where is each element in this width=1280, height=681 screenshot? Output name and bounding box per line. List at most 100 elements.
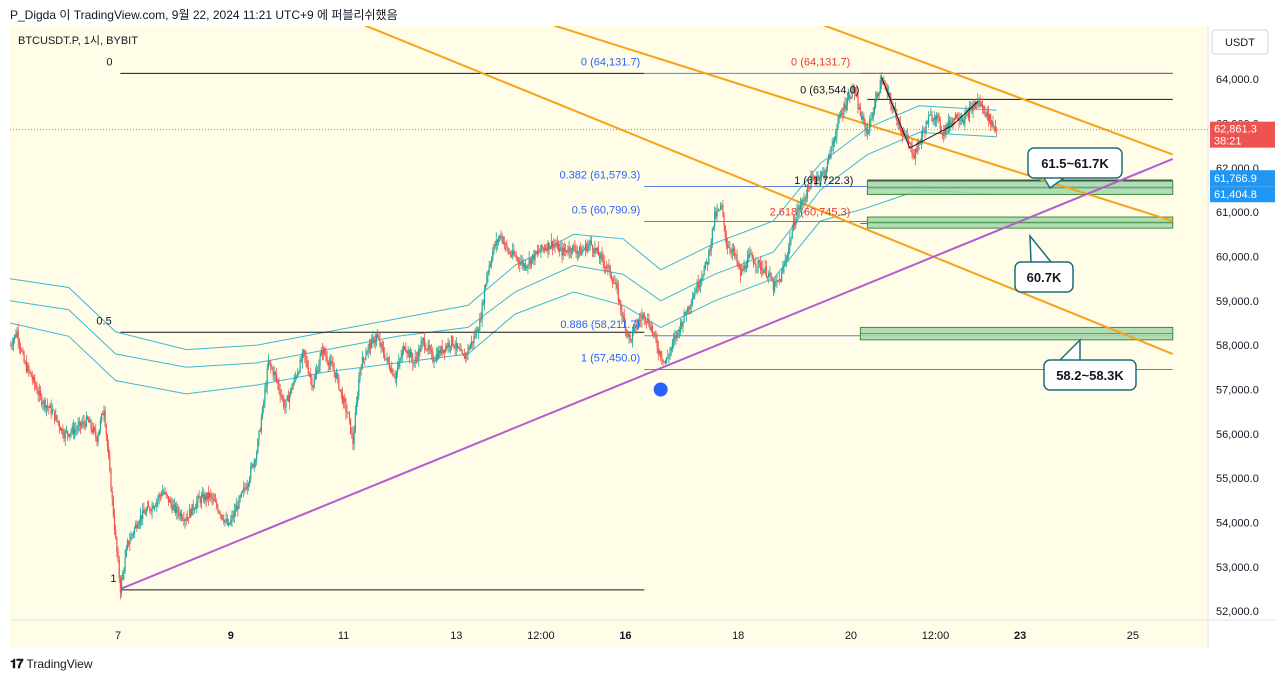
candle bbox=[707, 261, 709, 265]
candle bbox=[743, 265, 745, 271]
candle bbox=[643, 313, 645, 319]
candle bbox=[319, 356, 321, 366]
candle bbox=[421, 340, 423, 344]
candle bbox=[155, 505, 157, 507]
candle bbox=[287, 395, 289, 402]
candle bbox=[571, 245, 574, 253]
candle bbox=[499, 235, 501, 239]
candle bbox=[602, 256, 604, 262]
candle bbox=[741, 269, 743, 276]
candle bbox=[399, 359, 401, 362]
candle bbox=[313, 379, 315, 388]
candle bbox=[156, 500, 158, 506]
candle bbox=[815, 180, 817, 182]
candle bbox=[607, 265, 609, 268]
candle bbox=[774, 281, 776, 292]
candle bbox=[139, 515, 141, 523]
candle bbox=[768, 273, 770, 277]
candle bbox=[434, 360, 436, 362]
candle bbox=[552, 241, 554, 248]
candle bbox=[577, 251, 580, 252]
candle bbox=[866, 128, 868, 134]
candle bbox=[591, 245, 594, 251]
candle bbox=[933, 117, 935, 121]
y-tick-label: 64,000.0 bbox=[1216, 74, 1259, 86]
candle bbox=[838, 115, 840, 119]
candle bbox=[696, 281, 698, 292]
candle bbox=[797, 207, 799, 213]
candle bbox=[321, 350, 324, 354]
candle bbox=[454, 347, 456, 349]
candle bbox=[462, 353, 464, 356]
candle bbox=[355, 402, 358, 414]
candle bbox=[724, 225, 726, 238]
currency-button[interactable] bbox=[1211, 29, 1269, 55]
candle bbox=[261, 406, 264, 419]
x-tick-label: 18 bbox=[732, 630, 744, 642]
candle bbox=[818, 176, 820, 181]
candle bbox=[756, 266, 758, 268]
candle bbox=[655, 333, 657, 341]
candle bbox=[687, 306, 689, 314]
candle bbox=[455, 343, 457, 349]
candle bbox=[232, 515, 234, 518]
candle bbox=[266, 368, 268, 387]
candle bbox=[177, 506, 179, 513]
candle bbox=[736, 255, 738, 263]
candle bbox=[438, 350, 440, 359]
candle bbox=[560, 247, 562, 249]
candle bbox=[415, 357, 417, 359]
candle bbox=[688, 306, 690, 309]
candle bbox=[84, 423, 86, 427]
candle bbox=[432, 352, 434, 362]
candle bbox=[563, 247, 565, 251]
candle bbox=[658, 351, 661, 354]
candle bbox=[692, 296, 695, 300]
candle bbox=[425, 347, 427, 350]
candle bbox=[361, 357, 363, 370]
candle bbox=[489, 263, 491, 267]
x-tick-label: 9 bbox=[228, 630, 234, 642]
candle bbox=[735, 255, 737, 256]
candle bbox=[162, 491, 164, 496]
candle bbox=[936, 114, 938, 120]
candle bbox=[351, 433, 353, 435]
candle bbox=[315, 370, 318, 375]
candle bbox=[483, 288, 486, 304]
candle bbox=[803, 200, 805, 202]
candle bbox=[101, 413, 103, 421]
candle bbox=[130, 535, 132, 541]
candle bbox=[630, 339, 632, 341]
candle bbox=[544, 248, 547, 250]
candle bbox=[833, 139, 836, 142]
candle bbox=[927, 116, 930, 125]
candle bbox=[429, 349, 432, 351]
countdown-label: 38:21 bbox=[1214, 136, 1242, 148]
candle bbox=[15, 334, 17, 337]
candle bbox=[396, 367, 399, 373]
candle bbox=[543, 247, 546, 250]
x-tick-label: 23 bbox=[1014, 630, 1026, 642]
candle bbox=[617, 287, 619, 302]
candle bbox=[946, 124, 948, 129]
candle bbox=[654, 333, 656, 334]
candle bbox=[312, 385, 314, 388]
candle bbox=[373, 337, 375, 344]
candle bbox=[90, 420, 92, 429]
candle bbox=[276, 374, 278, 381]
candle bbox=[488, 266, 490, 273]
candle bbox=[920, 136, 923, 143]
candle bbox=[745, 267, 748, 269]
candle bbox=[947, 120, 950, 129]
candle bbox=[14, 334, 16, 340]
candle bbox=[38, 391, 40, 396]
candle bbox=[264, 390, 266, 403]
candle bbox=[135, 524, 137, 529]
candle bbox=[409, 352, 412, 358]
candle bbox=[561, 247, 563, 256]
candle bbox=[663, 361, 665, 362]
candle bbox=[932, 120, 934, 122]
candle bbox=[698, 284, 701, 288]
candle bbox=[57, 420, 59, 423]
